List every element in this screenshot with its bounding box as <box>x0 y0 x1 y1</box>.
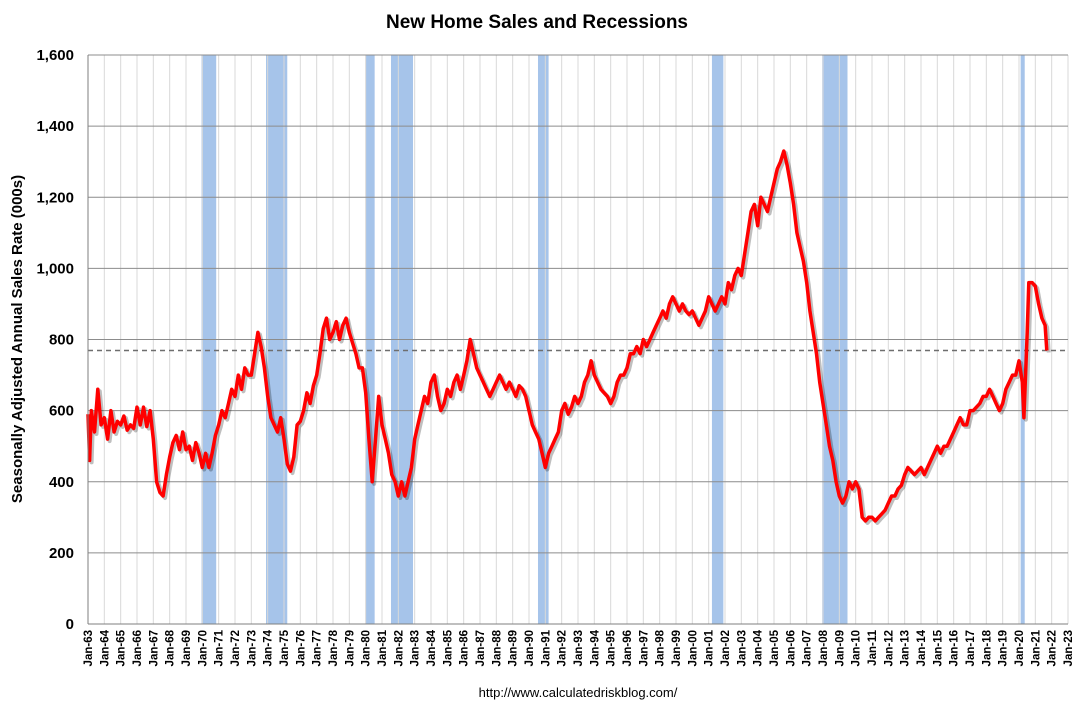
x-tick-label: Jan-91 <box>540 629 552 666</box>
y-tick-label: 1,000 <box>36 260 74 277</box>
x-tick-label: Jan-17 <box>965 630 977 666</box>
y-axis-label: Seasonally Adjusted Annual Sales Rate (0… <box>9 175 26 503</box>
x-tick-label: Jan-69 <box>181 630 193 666</box>
y-tick-label: 200 <box>49 545 74 562</box>
x-tick-label: Jan-74 <box>263 629 275 666</box>
x-tick-label: Jan-08 <box>818 629 830 666</box>
x-tick-label: Jan-81 <box>377 629 389 666</box>
x-tick-label: Jan-98 <box>655 629 667 666</box>
grid-lines <box>87 54 1069 625</box>
x-tick-label: Jan-01 <box>704 629 716 666</box>
x-tick-label: Jan-73 <box>246 630 258 666</box>
x-tick-label: Jan-18 <box>981 629 993 666</box>
x-tick-label: Jan-63 <box>83 630 95 666</box>
y-tick-label: 0 <box>66 616 74 633</box>
series-group <box>86 149 1051 525</box>
x-tick-label: Jan-23 <box>1063 630 1075 666</box>
x-tick-label: Jan-85 <box>442 629 454 666</box>
x-tick-label: Jan-80 <box>361 630 373 666</box>
x-tick-label: Jan-16 <box>949 630 961 666</box>
x-tick-label: Jan-83 <box>410 630 422 666</box>
x-tick-label: Jan-00 <box>687 630 699 666</box>
x-tick-labels: Jan-63 Jan-64 Jan-65 Jan-66 Jan-67 Jan-68 Jan-… <box>83 629 1075 666</box>
y-tick-label: 400 <box>49 474 74 491</box>
x-tick-label: Jan-76 <box>295 630 307 666</box>
chart-title: New Home Sales and Recessions <box>386 12 688 33</box>
x-tick-label: Jan-03 <box>736 630 748 666</box>
x-tick-label: Jan-97 <box>638 630 650 666</box>
x-tick-label: Jan-84 <box>426 629 438 666</box>
x-tick-label: Jan-70 <box>197 630 209 666</box>
x-tick-label: Jan-10 <box>851 630 863 666</box>
x-tick-label: Jan-20 <box>1014 630 1026 666</box>
x-tick-label: Jan-92 <box>557 630 569 666</box>
x-tick-label: Jan-22 <box>1047 630 1059 666</box>
x-tick-label: Jan-75 <box>279 629 291 666</box>
x-tick-label: Jan-64 <box>99 629 111 666</box>
y-tick-label: 1,200 <box>36 189 74 206</box>
x-tick-label: Jan-02 <box>720 630 732 666</box>
x-tick-label: Jan-04 <box>753 629 765 666</box>
x-tick-label: Jan-95 <box>606 629 618 666</box>
y-tick-label: 1,400 <box>36 118 74 135</box>
x-tick-label: Jan-96 <box>622 630 634 666</box>
x-tick-label: Jan-13 <box>900 630 912 666</box>
x-tick-label: Jan-06 <box>785 630 797 666</box>
x-tick-label: Jan-14 <box>916 629 928 666</box>
x-tick-label: Jan-89 <box>508 630 520 666</box>
x-tick-label: Jan-05 <box>769 629 781 666</box>
x-tick-label: Jan-67 <box>148 630 160 666</box>
x-tick-label: Jan-93 <box>573 630 585 666</box>
y-tick-label: 600 <box>49 403 74 420</box>
x-tick-label: Jan-15 <box>932 629 944 666</box>
x-tick-label: Jan-66 <box>132 630 144 666</box>
x-tick-label: Jan-78 <box>328 629 340 666</box>
x-tick-label: Jan-71 <box>214 629 226 666</box>
x-tick-label: Jan-65 <box>116 629 128 666</box>
series-line-0 <box>86 149 1049 523</box>
y-tick-label: 1,600 <box>36 47 74 64</box>
x-tick-label: Jan-12 <box>883 630 895 666</box>
source-url: http://www.calculatedriskblog.com/ <box>479 685 678 700</box>
y-tick-labels: 0 200 400 600 800 1,000 1,200 1,400 1,600 <box>36 47 74 633</box>
x-tick-label: Jan-72 <box>230 630 242 666</box>
x-tick-label: Jan-11 <box>867 629 879 665</box>
x-tick-label: Jan-87 <box>475 630 487 666</box>
x-tick-label: Jan-79 <box>344 630 356 666</box>
x-tick-label: Jan-82 <box>393 630 405 666</box>
x-tick-label: Jan-21 <box>1030 629 1042 666</box>
x-tick-label: Jan-90 <box>524 630 536 666</box>
x-tick-label: Jan-86 <box>459 630 471 666</box>
x-tick-label: Jan-07 <box>802 630 814 666</box>
x-tick-label: Jan-19 <box>998 630 1010 666</box>
x-tick-label: Jan-99 <box>671 630 683 666</box>
x-tick-label: Jan-77 <box>312 630 324 666</box>
x-tick-label: Jan-68 <box>165 629 177 666</box>
x-tick-label: Jan-09 <box>834 630 846 666</box>
y-tick-label: 800 <box>49 332 74 349</box>
axes <box>87 55 1068 625</box>
x-tick-label: Jan-94 <box>589 629 601 666</box>
x-tick-label: Jan-88 <box>491 629 503 666</box>
